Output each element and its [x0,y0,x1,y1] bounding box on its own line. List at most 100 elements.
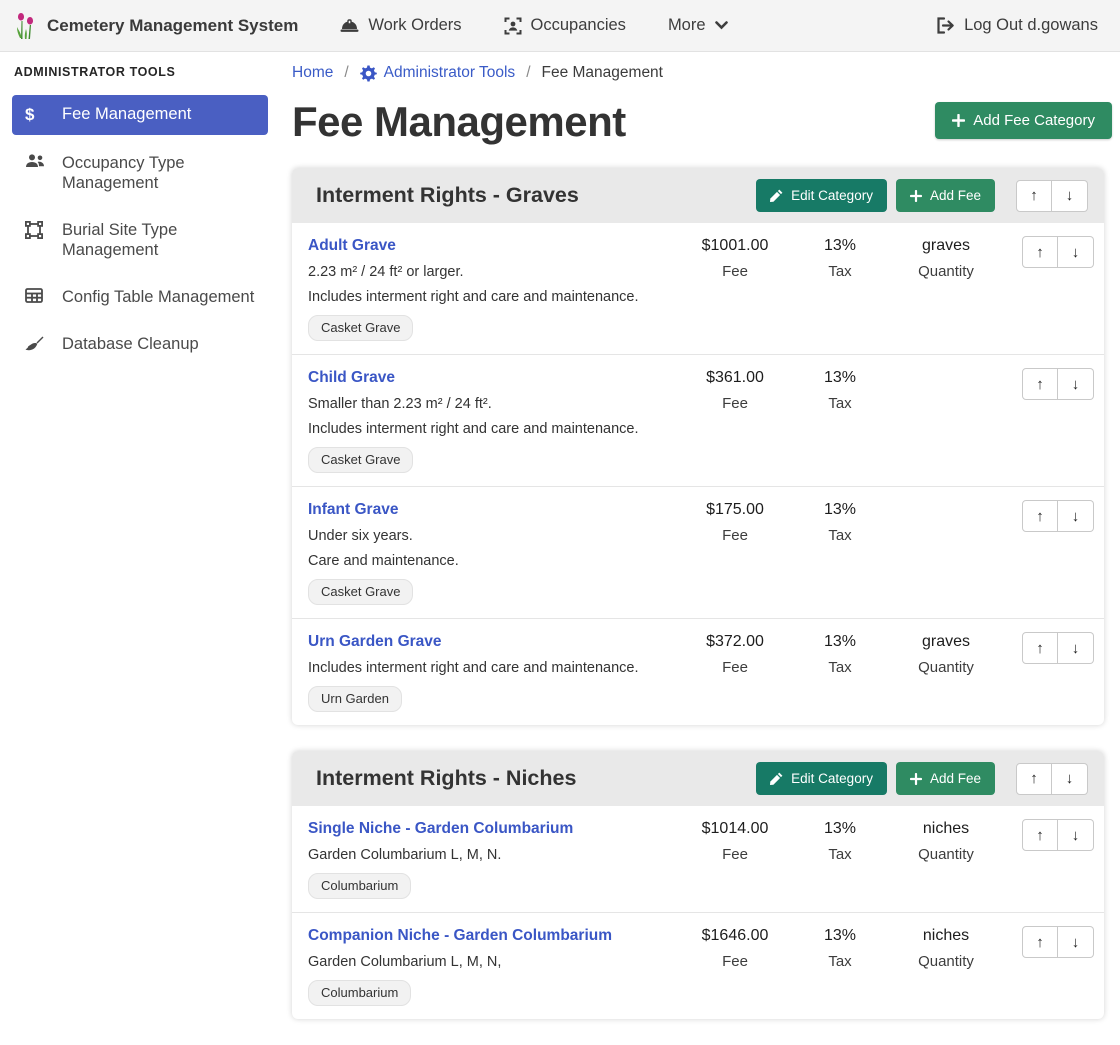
fee-type-badge: Casket Grave [308,315,413,341]
add-fee-button[interactable]: Add Fee [896,179,995,212]
tax-value: 13% [790,368,890,388]
fee-amount-label: Fee [680,659,790,676]
move-fee-up-button[interactable]: ↑ [1022,368,1058,400]
nav-more[interactable]: More [668,16,728,35]
fee-name-link[interactable]: Companion Niche - Garden Columbarium [308,926,612,946]
tax-column: 13% Tax [790,926,890,970]
plus-icon [952,114,965,127]
quantity-column: graves Quantity [890,632,1002,676]
category-reorder-group: ↑ ↓ [1016,180,1088,212]
move-fee-up-button[interactable]: ↑ [1022,632,1058,664]
move-fee-up-button[interactable]: ↑ [1022,926,1058,958]
tax-column: 13% Tax [790,819,890,863]
move-fee-up-button[interactable]: ↑ [1022,500,1058,532]
fee-reorder-group: ↑ ↓ [1022,236,1094,268]
fee-type-badge: Columbarium [308,873,411,899]
fee-descriptions: Smaller than 2.23 m² / 24 ft².Includes i… [308,395,680,438]
app-title: Cemetery Management System [47,16,298,36]
fee-rows: Adult Grave 2.23 m² / 24 ft² or larger.I… [292,223,1104,725]
move-fee-down-button[interactable]: ↓ [1058,819,1094,851]
tax-value: 13% [790,819,890,839]
breadcrumb-separator: / [344,64,348,82]
quantity-label: Quantity [890,953,1002,970]
fee-info: Companion Niche - Garden Columbarium Gar… [308,926,680,1006]
tax-label: Tax [790,527,890,544]
nav-logout[interactable]: Log Out d.gowans [936,16,1098,35]
edit-category-button[interactable]: Edit Category [756,179,887,212]
fee-name-link[interactable]: Adult Grave [308,236,396,256]
add-fee-category-label: Add Fee Category [973,112,1095,129]
tax-value: 13% [790,236,890,256]
sidebar-item-database-cleanup[interactable]: Database Cleanup [12,325,268,363]
fee-reorder-group: ↑ ↓ [1022,926,1094,958]
fee-name-link[interactable]: Child Grave [308,368,395,388]
breadcrumb-home-link[interactable]: Home [292,64,333,82]
edit-category-label: Edit Category [791,771,873,786]
move-fee-down-button[interactable]: ↓ [1058,926,1094,958]
move-category-down-button[interactable]: ↓ [1052,180,1088,212]
tax-label: Tax [790,846,890,863]
sidebar-item-label: Burial Site Type Management [62,220,258,260]
move-category-up-button[interactable]: ↑ [1016,763,1052,795]
fee-name-link[interactable]: Single Niche - Garden Columbarium [308,819,573,839]
fee-description: Includes interment right and care and ma… [308,659,680,677]
move-fee-down-button[interactable]: ↓ [1058,632,1094,664]
categories: Interment Rights - Graves Edit Category [292,168,1112,1019]
nav-work-orders[interactable]: Work Orders [340,16,461,35]
fee-descriptions: 2.23 m² / 24 ft² or larger.Includes inte… [308,263,680,306]
fee-amount-column: $1001.00 Fee [680,236,790,280]
fee-reorder-group: ↑ ↓ [1022,632,1094,664]
breadcrumb-separator: / [526,64,530,82]
fee-amount-value: $372.00 [680,632,790,652]
nav-logout-label: Log Out d.gowans [964,16,1098,35]
chevron-down-icon [715,21,728,30]
edit-category-label: Edit Category [791,188,873,203]
tax-value: 13% [790,500,890,520]
fee-name-link[interactable]: Urn Garden Grave [308,632,442,652]
frame-icon [25,221,47,239]
move-fee-up-button[interactable]: ↑ [1022,819,1058,851]
nav-occupancies-label: Occupancies [531,16,626,35]
fee-row: Urn Garden Grave Includes interment righ… [292,619,1104,725]
quantity-label: Quantity [890,659,1002,676]
move-fee-down-button[interactable]: ↓ [1058,236,1094,268]
move-category-up-button[interactable]: ↑ [1016,180,1052,212]
category-reorder-group: ↑ ↓ [1016,763,1088,795]
fee-amount-label: Fee [680,395,790,412]
sidebar-item-burial-site-type-management[interactable]: Burial Site Type Management [12,211,268,269]
sidebar-item-label: Occupancy Type Management [62,153,258,193]
fee-description: Care and maintenance. [308,552,680,570]
move-fee-up-button[interactable]: ↑ [1022,236,1058,268]
quantity-column [890,500,1002,507]
breadcrumb-admin-tools-link[interactable]: Administrator Tools [360,64,516,82]
fee-description: Garden Columbarium L, M, N. [308,846,680,864]
fee-reorder-group: ↑ ↓ [1022,500,1094,532]
breadcrumb-admin-tools-label: Administrator Tools [384,64,516,82]
nav-occupancies[interactable]: Occupancies [504,16,626,35]
fee-name-link[interactable]: Infant Grave [308,500,398,520]
fee-category-card: Interment Rights - Graves Edit Category [292,168,1104,725]
fee-amount-value: $361.00 [680,368,790,388]
main-content: Home / Administrator Tools / Fee Managem… [292,52,1112,1045]
fee-description: 2.23 m² / 24 ft² or larger. [308,263,680,281]
sidebar-item-label: Config Table Management [62,287,254,307]
sidebar-item-occupancy-type-management[interactable]: Occupancy Type Management [12,144,268,202]
fee-description: Smaller than 2.23 m² / 24 ft². [308,395,680,413]
fee-category-card: Interment Rights - Niches Edit Category [292,751,1104,1019]
add-fee-button[interactable]: Add Fee [896,762,995,795]
move-fee-down-button[interactable]: ↓ [1058,500,1094,532]
tax-value: 13% [790,632,890,652]
fee-amount-value: $1646.00 [680,926,790,946]
sidebar-item-fee-management[interactable]: $ Fee Management [12,95,268,135]
move-fee-down-button[interactable]: ↓ [1058,368,1094,400]
edit-category-button[interactable]: Edit Category [756,762,887,795]
sidebar: ADMINISTRATOR TOOLS $ Fee Management Occ… [0,52,280,939]
fee-info: Adult Grave 2.23 m² / 24 ft² or larger.I… [308,236,680,341]
quantity-column [890,368,1002,375]
add-fee-category-button[interactable]: Add Fee Category [935,102,1112,139]
move-category-down-button[interactable]: ↓ [1052,763,1088,795]
sidebar-item-config-table-management[interactable]: Config Table Management [12,278,268,316]
fee-row: Companion Niche - Garden Columbarium Gar… [292,913,1104,1019]
fee-descriptions: Garden Columbarium L, M, N. [308,846,680,864]
tax-column: 13% Tax [790,500,890,544]
